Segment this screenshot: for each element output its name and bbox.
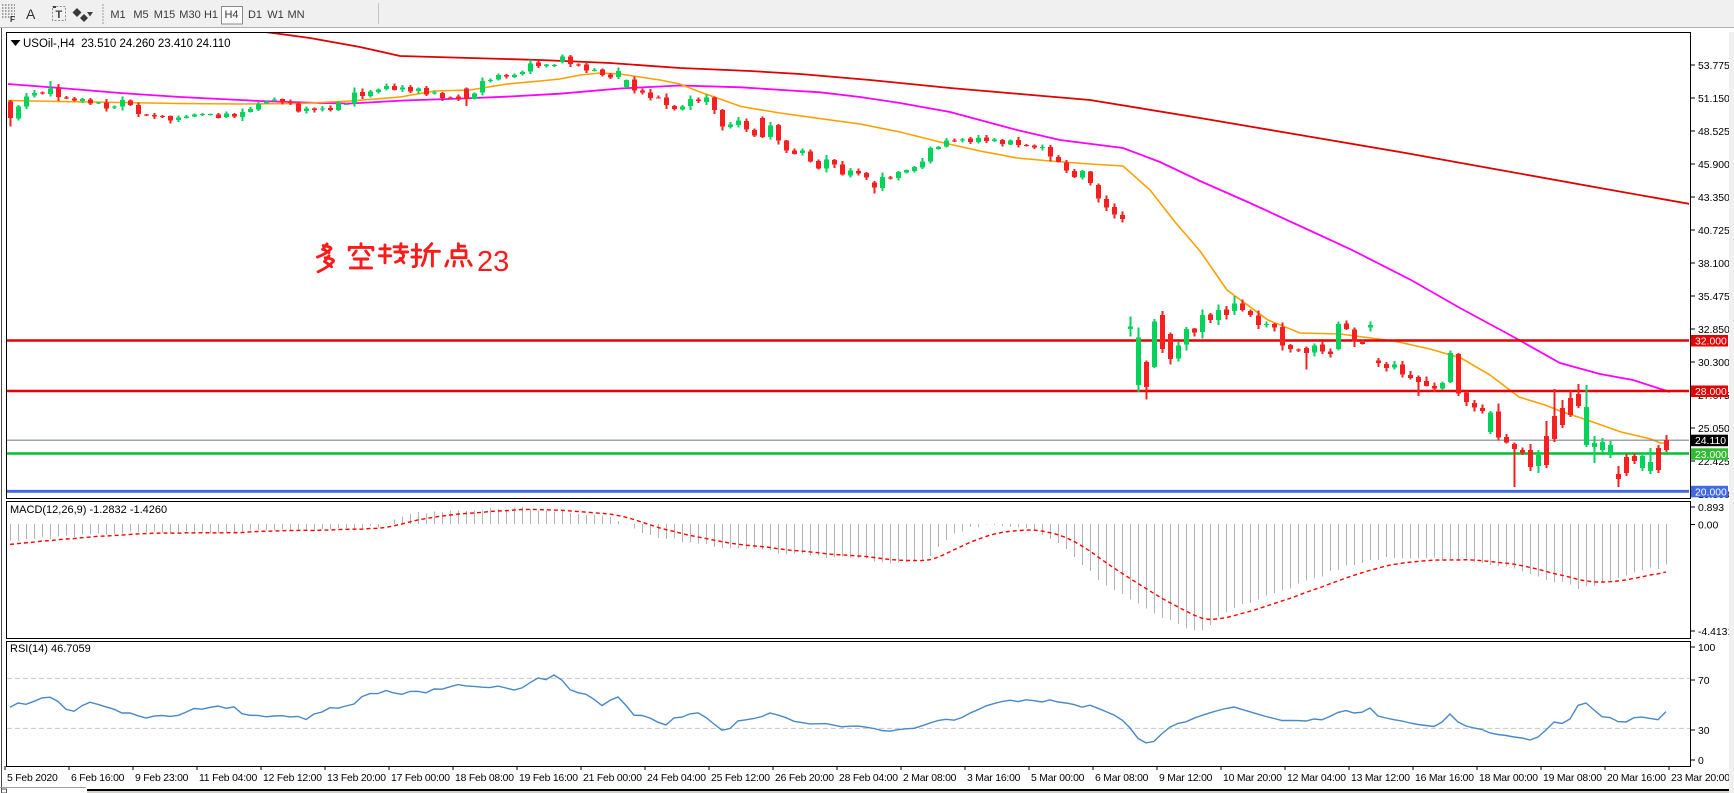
svg-text:H1: H1 xyxy=(204,9,218,21)
svg-text:M5: M5 xyxy=(133,9,148,21)
svg-text:38.100: 38.100 xyxy=(1698,259,1730,270)
svg-text:6 Mar 08:00: 6 Mar 08:00 xyxy=(1095,773,1149,784)
svg-text:M15: M15 xyxy=(154,9,175,21)
svg-text:11 Feb 04:00: 11 Feb 04:00 xyxy=(199,773,257,784)
svg-text:2 Mar 08:00: 2 Mar 08:00 xyxy=(903,773,957,784)
svg-text:45.900: 45.900 xyxy=(1698,160,1730,171)
svg-text:10 Mar 20:00: 10 Mar 20:00 xyxy=(1223,773,1282,784)
svg-text:0: 0 xyxy=(1698,756,1704,767)
svg-text:23: 23 xyxy=(477,246,509,278)
svg-text:32.000: 32.000 xyxy=(1695,337,1727,348)
svg-text:13 Feb 20:00: 13 Feb 20:00 xyxy=(327,773,386,784)
svg-text:H4: H4 xyxy=(224,9,238,21)
svg-text:53.775: 53.775 xyxy=(1698,61,1730,72)
svg-text:0.00: 0.00 xyxy=(1698,521,1718,532)
svg-text:9 Feb 23:00: 9 Feb 23:00 xyxy=(135,773,189,784)
svg-text:MACD(12,26,9) -1.2832 -1.4260: MACD(12,26,9) -1.2832 -1.4260 xyxy=(10,504,167,516)
svg-text:48.525: 48.525 xyxy=(1698,127,1730,138)
svg-text:16 Mar 16:00: 16 Mar 16:00 xyxy=(1415,773,1474,784)
svg-text:MN: MN xyxy=(287,9,304,21)
svg-text:25 Feb 12:00: 25 Feb 12:00 xyxy=(711,773,770,784)
svg-text:12 Mar 04:00: 12 Mar 04:00 xyxy=(1287,773,1346,784)
svg-text:30.300: 30.300 xyxy=(1698,358,1730,369)
svg-text:18 Feb 08:00: 18 Feb 08:00 xyxy=(455,773,514,784)
svg-text:3 Mar 16:00: 3 Mar 16:00 xyxy=(967,773,1021,784)
svg-text:24.110: 24.110 xyxy=(1695,436,1726,447)
svg-text:32.850: 32.850 xyxy=(1698,325,1730,336)
svg-text:D1: D1 xyxy=(248,9,262,21)
svg-text:12 Feb 12:00: 12 Feb 12:00 xyxy=(263,773,322,784)
svg-text:21 Feb 00:00: 21 Feb 00:00 xyxy=(583,773,642,784)
svg-text:23 Mar 20:00: 23 Mar 20:00 xyxy=(1671,773,1730,784)
svg-text:28 Feb 04:00: 28 Feb 04:00 xyxy=(839,773,898,784)
svg-text:23.000: 23.000 xyxy=(1695,450,1727,461)
svg-text:5 Mar 00:00: 5 Mar 00:00 xyxy=(1031,773,1085,784)
svg-text:26 Feb 20:00: 26 Feb 20:00 xyxy=(775,773,834,784)
svg-text:T: T xyxy=(56,9,63,21)
svg-text:19 Mar 08:00: 19 Mar 08:00 xyxy=(1543,773,1602,784)
svg-text:28.000: 28.000 xyxy=(1695,387,1727,398)
svg-text:RSI(14) 46.7059: RSI(14) 46.7059 xyxy=(10,643,91,655)
svg-text:30: 30 xyxy=(1698,726,1710,737)
svg-text:0.893: 0.893 xyxy=(1698,503,1724,514)
svg-text:USOil-,H4 23.510 24.260 23.41: USOil-,H4 23.510 24.260 23.410 24.110 xyxy=(23,38,231,50)
svg-text:A: A xyxy=(26,6,36,22)
svg-text:100: 100 xyxy=(1698,643,1716,654)
svg-text:17 Feb 00:00: 17 Feb 00:00 xyxy=(391,773,450,784)
svg-text:22.425: 22.425 xyxy=(1698,457,1730,468)
svg-text:25.050: 25.050 xyxy=(1698,424,1730,435)
svg-text:-4.4131: -4.4131 xyxy=(1698,627,1733,638)
svg-text:40.725: 40.725 xyxy=(1698,226,1730,237)
svg-text:M1: M1 xyxy=(110,9,125,21)
svg-text:5 Feb 2020: 5 Feb 2020 xyxy=(7,773,58,784)
svg-text:35.475: 35.475 xyxy=(1698,292,1730,303)
svg-text:9 Mar 12:00: 9 Mar 12:00 xyxy=(1159,773,1213,784)
svg-text:51.150: 51.150 xyxy=(1698,94,1730,105)
svg-text:F: F xyxy=(10,15,15,24)
svg-text:43.350: 43.350 xyxy=(1698,193,1730,204)
svg-text:70: 70 xyxy=(1698,676,1710,687)
svg-text:13 Mar 12:00: 13 Mar 12:00 xyxy=(1351,773,1410,784)
svg-text:W1: W1 xyxy=(267,9,284,21)
svg-text:M30: M30 xyxy=(179,9,200,21)
svg-text:19 Feb 16:00: 19 Feb 16:00 xyxy=(519,773,578,784)
svg-text:24 Feb 04:00: 24 Feb 04:00 xyxy=(647,773,706,784)
svg-text:18 Mar 00:00: 18 Mar 00:00 xyxy=(1479,773,1538,784)
svg-text:20.000: 20.000 xyxy=(1695,487,1727,498)
svg-text:20 Mar 16:00: 20 Mar 16:00 xyxy=(1607,773,1666,784)
svg-text:6 Feb 16:00: 6 Feb 16:00 xyxy=(71,773,125,784)
